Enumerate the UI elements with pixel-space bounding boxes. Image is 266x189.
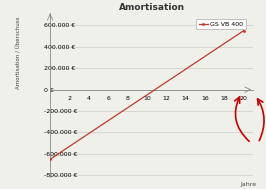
Title: Amortisation: Amortisation <box>119 3 185 12</box>
Legend: GS VB 400: GS VB 400 <box>196 19 246 29</box>
Text: Amortisation / Überschuss: Amortisation / Überschuss <box>16 17 22 89</box>
Text: Jahre: Jahre <box>240 182 256 187</box>
